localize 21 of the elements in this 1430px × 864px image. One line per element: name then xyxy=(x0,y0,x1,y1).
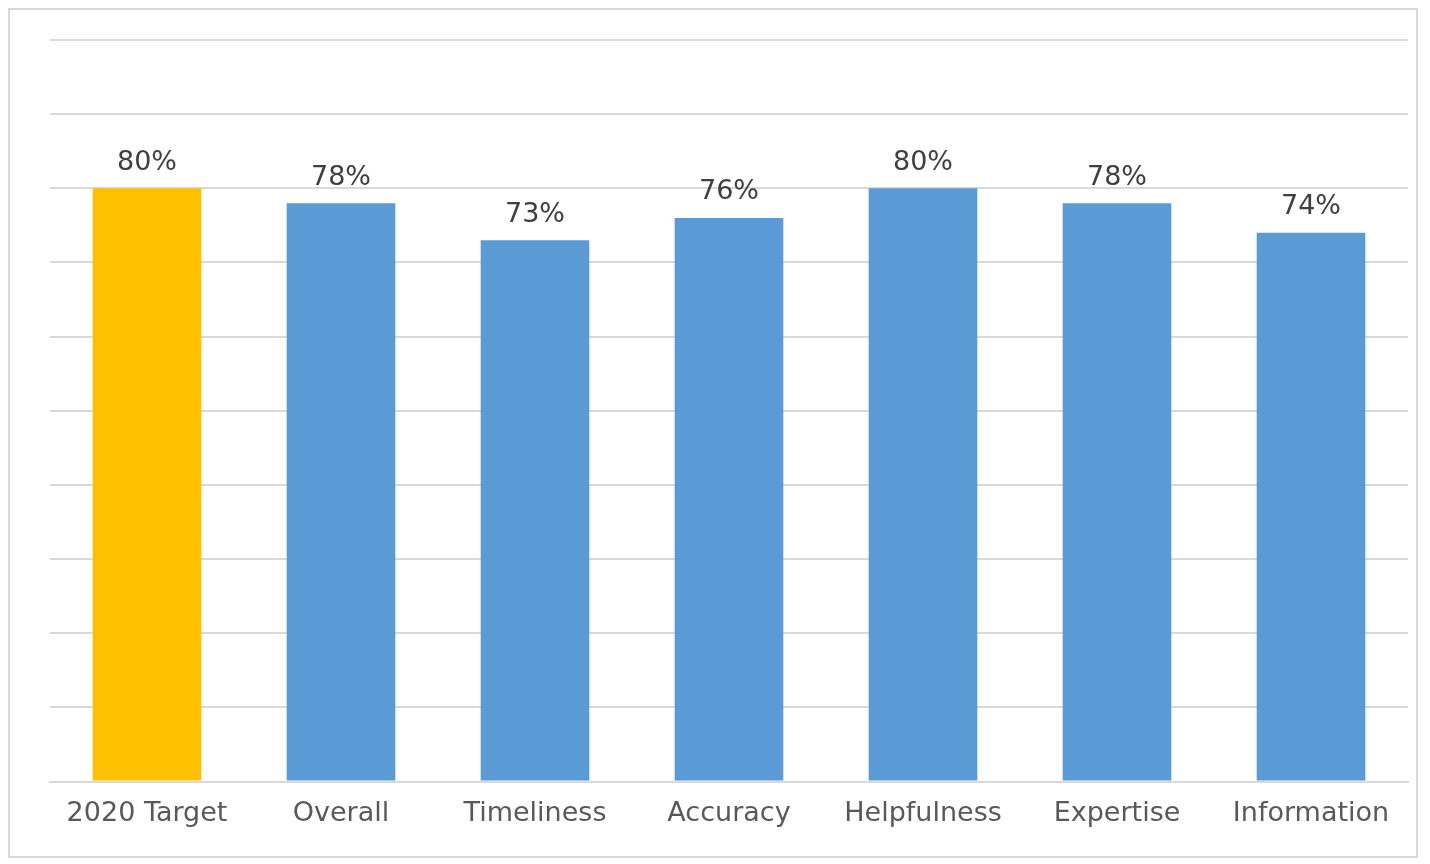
data-label: 80% xyxy=(892,144,954,176)
data-label: 74% xyxy=(1280,189,1342,221)
data-label: 76% xyxy=(698,174,760,206)
x-tick-label: 2020 Target xyxy=(66,795,228,827)
data-label: 78% xyxy=(310,159,372,191)
bar xyxy=(92,188,202,781)
bar xyxy=(1062,203,1172,781)
bar xyxy=(480,240,590,781)
bar xyxy=(286,203,396,781)
x-tick-label: Helpfulness xyxy=(844,795,1002,827)
x-tick-label: Timeliness xyxy=(462,795,607,827)
bar xyxy=(1256,232,1366,781)
bar xyxy=(868,188,978,781)
x-tick-label: Expertise xyxy=(1053,795,1181,827)
data-label: 78% xyxy=(1086,159,1148,191)
data-label: 80% xyxy=(116,144,178,176)
x-tick-label: Information xyxy=(1232,795,1390,827)
x-tick-label: Overall xyxy=(292,795,390,827)
bar xyxy=(674,217,784,781)
data-label: 73% xyxy=(504,196,566,228)
x-tick-label: Accuracy xyxy=(667,795,791,827)
